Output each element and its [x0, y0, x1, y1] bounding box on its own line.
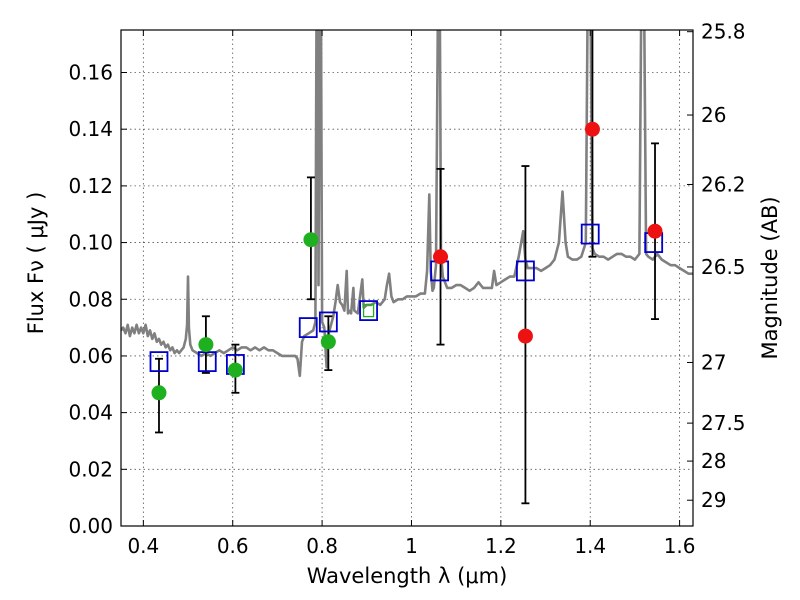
y-axis-label: Flux Fν ( μJy )	[24, 192, 48, 335]
model-square	[197, 351, 217, 373]
red-data-point	[433, 249, 449, 265]
model-square	[359, 300, 378, 321]
y-tick-label: 0.02	[68, 457, 113, 481]
y2-tick-label: 28	[701, 449, 726, 473]
x-tick-label: 1.2	[485, 534, 517, 558]
y-tick-label: 0.04	[68, 401, 113, 425]
x-axis-ticks: 0.4 0.6 0.8 1 1.2 1.4 1.6	[127, 30, 696, 558]
green-data-point	[320, 334, 336, 350]
model-square	[298, 317, 318, 339]
plot-frame	[120, 29, 694, 527]
model-square	[149, 351, 169, 373]
y-tick-label: 0.00	[68, 514, 113, 538]
x-tick-label: 0.6	[217, 534, 249, 558]
model-square	[516, 260, 535, 282]
y2-axis-ticks: 25.8 26 26.2 26.5 27 27.5 28 29	[687, 20, 746, 512]
red-data-point	[517, 328, 533, 344]
y-tick-label: 0.06	[68, 344, 113, 368]
green-data-point	[151, 385, 167, 401]
plot-background	[121, 30, 693, 526]
y2-tick-label: 27	[701, 350, 726, 374]
y2-tick-label: 26	[701, 103, 726, 127]
red-data-point	[647, 223, 663, 239]
y-axis-ticks: 0.00 0.02 0.04 0.06 0.08 0.10 0.12 0.14 0.16	[68, 61, 127, 538]
model-square-layer	[149, 223, 664, 375]
x-tick-label: 0.8	[306, 534, 338, 558]
y-tick-label: 0.08	[68, 287, 113, 311]
x-tick-label: 1	[405, 534, 418, 558]
y2-tick-label: 27.5	[701, 411, 746, 435]
y2-axis-label: Magnitude (AB)	[758, 196, 782, 359]
x-tick-label: 1.6	[664, 534, 696, 558]
red-data-point	[584, 121, 600, 137]
model-square	[580, 223, 600, 245]
y2-tick-label: 26.2	[701, 172, 746, 196]
x-tick-label: 0.4	[127, 534, 159, 558]
y2-tick-label: 25.8	[701, 20, 746, 44]
y-tick-label: 0.16	[68, 61, 113, 85]
y-tick-label: 0.14	[68, 117, 113, 141]
y-tick-label: 0.12	[68, 174, 113, 198]
x-axis-label: Wavelength λ (μm)	[307, 564, 508, 588]
model-square-highlight	[362, 303, 375, 318]
green-data-point	[303, 232, 319, 248]
y2-tick-label: 26.5	[701, 255, 746, 279]
x-tick-label: 1.4	[574, 534, 606, 558]
model-square	[318, 311, 338, 333]
green-data-point	[227, 362, 243, 378]
y2-tick-label: 29	[701, 488, 726, 512]
y-tick-label: 0.10	[68, 231, 113, 255]
photometry-point-layer	[151, 121, 663, 401]
green-data-point	[198, 337, 214, 353]
